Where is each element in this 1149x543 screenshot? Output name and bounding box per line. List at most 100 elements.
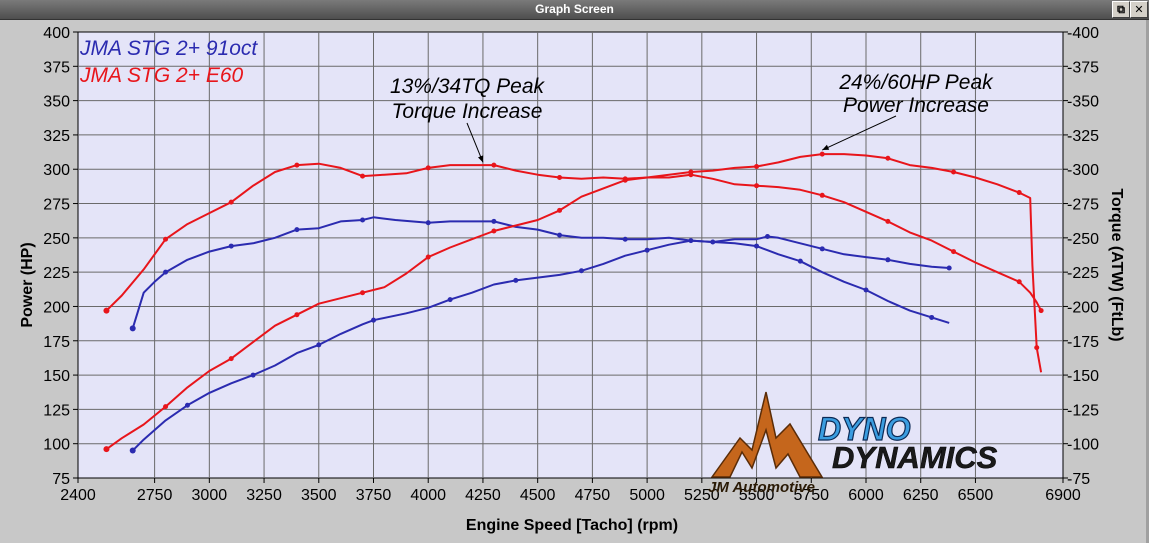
series-line-torque-2 — [105, 162, 1042, 312]
data-point — [819, 246, 825, 252]
data-point — [819, 192, 825, 198]
series-line-torque-0 — [131, 216, 950, 329]
data-point — [228, 356, 234, 362]
data-point — [360, 290, 366, 296]
series-line-power-1 — [131, 235, 950, 452]
x-tick-label: 3500 — [301, 487, 337, 504]
annotation-power-line2: Power Increase — [843, 94, 989, 117]
data-point — [371, 317, 376, 323]
data-point — [754, 243, 760, 249]
data-point — [491, 228, 497, 234]
window-title: Graph Screen — [535, 2, 614, 16]
data-point — [1016, 190, 1022, 196]
data-point — [557, 207, 563, 213]
close-icon[interactable]: ✕ — [1130, 1, 1148, 18]
data-point — [360, 217, 366, 223]
x-tick-label: 6250 — [903, 487, 939, 504]
data-point — [184, 402, 190, 408]
x-tick-label: 3250 — [246, 487, 282, 504]
y-tick-label-right: -250 — [1067, 231, 1099, 248]
data-point — [491, 218, 497, 224]
data-point — [885, 218, 891, 224]
annotation-arrow-head — [822, 144, 830, 150]
x-tick-label: 6500 — [958, 487, 994, 504]
annotation-torque-line1: 13%/34TQ Peak — [390, 75, 546, 98]
y-tick-label-left: 325 — [43, 128, 70, 145]
annotation-power-line1: 24%/60HP Peak — [838, 71, 994, 94]
jm-logo-mark — [710, 391, 824, 478]
y-tick-label-left: 75 — [52, 471, 70, 488]
y-tick-label-left: 200 — [43, 299, 70, 316]
data-point — [557, 232, 563, 238]
y-tick-label-left: 100 — [43, 437, 70, 454]
plot-area — [77, 31, 1064, 479]
data-point — [557, 174, 563, 180]
x-tick-label: 6900 — [1045, 487, 1081, 504]
x-tick-label: 2400 — [60, 487, 96, 504]
data-point — [447, 297, 453, 303]
data-point — [1038, 308, 1044, 314]
y-tick-label-left: 300 — [43, 162, 70, 179]
data-point — [316, 342, 322, 348]
data-point — [951, 169, 957, 175]
data-point — [250, 372, 256, 378]
data-point — [425, 220, 431, 226]
x-tick-label: 6000 — [848, 487, 884, 504]
y-tick-label-right: -275 — [1067, 197, 1099, 214]
x-tick-label: 2750 — [137, 487, 173, 504]
dyno-chart: 2400 2750 3000 3250 3500 3750 4000 4250 4500 4750… — [0, 20, 1146, 543]
grid — [77, 31, 1064, 479]
x-tick-label: 4500 — [520, 487, 556, 504]
data-point — [819, 151, 825, 157]
annotations: 13%/34TQ Peak Torque Increase 24%/60HP P… — [390, 71, 994, 163]
data-point — [425, 254, 431, 260]
restore-icon[interactable]: ⧉ — [1112, 1, 1130, 18]
series-start-point — [103, 307, 110, 314]
x-tick-label: 5750 — [793, 487, 829, 504]
title-bar[interactable]: Graph Screen ⧉ ✕ — [0, 0, 1149, 20]
x-tick-label: 5500 — [739, 487, 775, 504]
series-start-point — [103, 446, 110, 453]
scrollbar[interactable] — [1146, 20, 1149, 543]
data-point — [765, 233, 770, 239]
data-point — [688, 169, 694, 175]
annotation-arrow-line — [466, 122, 484, 163]
dyno-logo-text: DYNO — [818, 411, 911, 447]
data-point — [228, 243, 234, 249]
data-point — [163, 236, 169, 242]
y-tick-label-right: -400 — [1067, 25, 1099, 42]
dynamics-logo-text: DYNAMICS — [832, 440, 998, 475]
y-tick-label-right: -150 — [1067, 368, 1099, 385]
series-line-power-3 — [105, 153, 1043, 451]
data-point — [622, 177, 628, 183]
y-tick-label-right: -100 — [1067, 437, 1099, 454]
legend: JMA STG 2+ 91oct JMA STG 2+ E60 — [79, 37, 258, 87]
y-tick-label-right: -75 — [1067, 471, 1090, 488]
y-tick-label-right: -225 — [1067, 265, 1099, 282]
x-axis-label: Engine Speed [Tacho] (rpm) — [466, 517, 678, 534]
y-tick-label-right: -200 — [1067, 299, 1099, 316]
data-point — [885, 257, 891, 263]
data-point — [163, 269, 169, 275]
x-tick-label: 5250 — [684, 487, 720, 504]
series-start-point — [129, 447, 136, 454]
y-axis-label-right: Torque (ATW) (FtLb) — [1108, 188, 1125, 341]
y-tick-label-left: 150 — [43, 368, 70, 385]
y-tick-label-left: 225 — [43, 265, 70, 282]
data-point — [163, 404, 169, 410]
data-point — [513, 277, 519, 283]
x-tick-label: 3000 — [192, 487, 228, 504]
legend-entry-91oct: JMA STG 2+ 91oct — [79, 37, 258, 60]
annotation-torque-line2: Torque Increase — [392, 100, 543, 123]
data-point — [946, 265, 952, 271]
y-tick-label-right: -350 — [1067, 94, 1099, 111]
data-point — [294, 227, 300, 233]
y-tick-label-right: -125 — [1067, 402, 1099, 419]
y-tick-label-left: 250 — [43, 231, 70, 248]
x-tick-label: 4750 — [575, 487, 611, 504]
data-point — [622, 236, 628, 242]
data-point — [710, 239, 716, 245]
y-tick-label-right: -325 — [1067, 128, 1099, 145]
y-tick-label-left: 175 — [43, 334, 70, 351]
